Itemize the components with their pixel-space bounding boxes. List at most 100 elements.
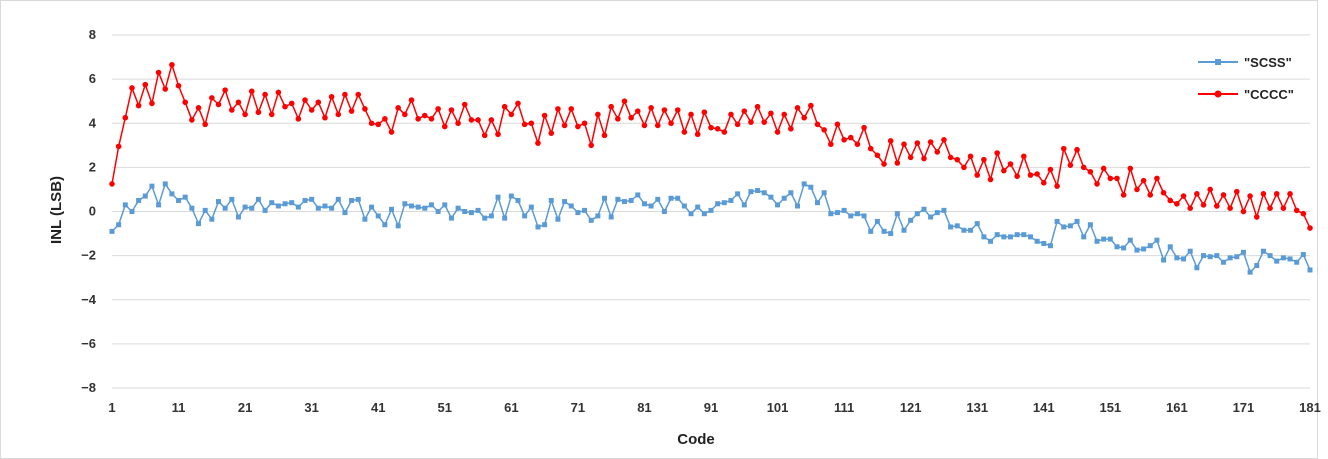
data-point <box>615 116 621 122</box>
data-point <box>721 200 727 206</box>
data-point <box>1214 253 1220 259</box>
data-point <box>1307 225 1313 231</box>
data-point <box>235 99 242 106</box>
data-point <box>741 108 748 114</box>
data-point <box>315 99 322 106</box>
series-cccc <box>109 61 1313 231</box>
data-point <box>468 117 475 123</box>
data-point <box>242 204 248 210</box>
data-point <box>1267 205 1273 211</box>
data-point <box>1107 175 1114 182</box>
data-point <box>1194 191 1200 197</box>
data-point <box>1174 200 1180 207</box>
data-point <box>867 145 874 152</box>
data-point <box>289 200 295 206</box>
data-point <box>402 111 408 118</box>
data-point <box>828 141 834 148</box>
data-point <box>641 201 647 207</box>
data-point <box>688 211 694 217</box>
data-point <box>215 101 222 108</box>
data-point <box>701 211 707 217</box>
data-point <box>974 221 980 227</box>
data-point <box>302 197 308 203</box>
data-point <box>548 197 554 203</box>
data-point <box>994 150 1000 156</box>
data-point <box>1220 192 1227 198</box>
data-point <box>542 222 548 228</box>
data-point <box>741 202 747 208</box>
data-point <box>1167 244 1173 250</box>
data-point <box>442 202 448 208</box>
data-point <box>355 91 362 98</box>
data-point <box>648 203 654 209</box>
x-tick-label: 41 <box>371 400 385 415</box>
data-point <box>435 106 441 112</box>
data-point <box>861 124 867 131</box>
data-point <box>375 121 382 128</box>
data-point <box>755 188 761 194</box>
data-point <box>907 154 914 161</box>
y-axis-title: INL (LSB) <box>48 176 65 244</box>
data-point <box>482 215 488 221</box>
data-point <box>641 122 648 129</box>
data-point <box>588 142 594 149</box>
data-point <box>395 223 401 229</box>
data-point <box>1161 257 1167 263</box>
data-point <box>295 116 302 122</box>
data-point <box>854 211 860 217</box>
data-point <box>1054 183 1060 189</box>
data-point <box>781 195 787 201</box>
data-point <box>129 209 135 214</box>
data-point <box>1140 177 1147 184</box>
data-point <box>761 190 767 196</box>
data-point <box>535 140 541 146</box>
data-point <box>195 105 202 111</box>
data-point <box>568 106 575 112</box>
data-point <box>342 91 348 98</box>
data-point <box>308 107 315 113</box>
data-point <box>988 238 994 244</box>
data-point <box>1094 238 1100 244</box>
data-point <box>1008 234 1013 240</box>
data-point <box>561 122 568 129</box>
data-point <box>1147 192 1154 198</box>
data-point <box>269 200 275 206</box>
x-tick-label: 111 <box>834 400 854 415</box>
data-point <box>1260 248 1266 254</box>
data-point <box>1240 249 1246 255</box>
data-point <box>508 111 515 118</box>
data-point <box>1160 189 1167 196</box>
data-point <box>808 184 814 190</box>
data-point <box>1201 253 1207 259</box>
data-point <box>828 211 834 217</box>
data-point <box>648 105 654 111</box>
data-point <box>1147 243 1153 249</box>
data-point <box>1054 218 1060 224</box>
data-point <box>502 215 508 221</box>
data-point <box>841 136 847 143</box>
y-axis-ticks: 8 6 4 2 0 −2 −4 −6 −8 <box>81 27 97 395</box>
data-point <box>628 114 634 121</box>
data-point <box>522 213 528 219</box>
y-tick-label: 8 <box>89 27 96 42</box>
data-point <box>694 131 701 138</box>
data-point <box>708 207 714 213</box>
data-point <box>156 202 162 208</box>
legend-marker-scss <box>1215 59 1221 65</box>
x-tick-label: 141 <box>1033 400 1055 415</box>
data-point <box>1280 205 1287 211</box>
data-point <box>562 199 568 205</box>
data-point <box>1127 237 1133 243</box>
data-point <box>961 164 967 171</box>
data-point <box>734 121 741 128</box>
data-point <box>235 214 241 220</box>
data-point <box>408 97 415 103</box>
data-point <box>428 202 434 208</box>
data-point <box>142 193 148 199</box>
data-point <box>349 197 355 203</box>
x-axis-ticks: 1 11 21 31 41 51 61 71 81 91 101 111 121 131 141 151 161… <box>108 400 1320 415</box>
data-point <box>548 130 555 136</box>
data-point <box>1154 175 1160 182</box>
data-point <box>1287 191 1293 197</box>
